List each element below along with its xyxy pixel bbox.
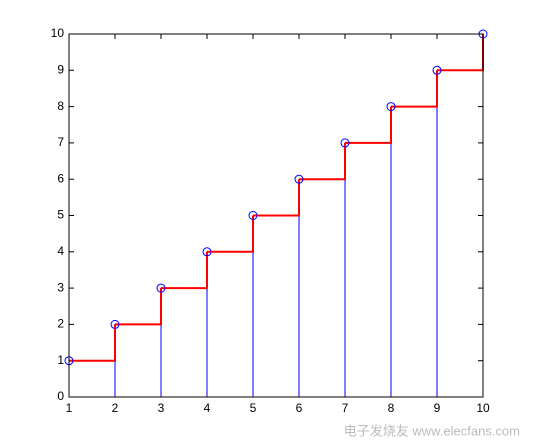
stair-step: [207, 215, 254, 253]
x-tick-label: 4: [204, 401, 211, 415]
stair-step: [391, 70, 438, 108]
stair-step: [345, 106, 392, 144]
watermark: 电子发烧友 www.elecfans.com: [344, 423, 520, 438]
y-tick-label: 4: [57, 244, 64, 258]
y-tick-label: 8: [57, 99, 64, 113]
x-tick-label: 3: [158, 401, 165, 415]
stem-marker: [110, 319, 120, 329]
x-tick-label: 5: [250, 401, 257, 415]
stem-marker: [294, 174, 304, 184]
x-tick-label: 8: [388, 401, 395, 415]
stem-marker: [248, 211, 258, 220]
stair-step: [253, 179, 300, 217]
stair-step: [115, 288, 162, 326]
y-tick-label: 5: [57, 208, 64, 222]
y-tick-label: 2: [57, 317, 64, 331]
stem-marker: [386, 102, 396, 112]
stem-marker: [202, 247, 212, 257]
x-tick-label: 2: [112, 401, 119, 415]
x-tick-label: 1: [66, 401, 73, 415]
y-tick-label: 10: [51, 26, 65, 40]
stem-marker: [156, 283, 166, 293]
x-tick-label: 7: [342, 401, 349, 415]
axes-box: [68, 33, 484, 398]
x-tick-label: 6: [296, 401, 303, 415]
y-tick-label: 7: [57, 135, 64, 149]
stem-marker: [340, 138, 350, 148]
stair-step: [69, 324, 116, 362]
stair-step: [299, 142, 346, 181]
y-tick-label: 0: [57, 389, 64, 403]
stem-marker: [432, 65, 442, 75]
x-tick-label: 10: [476, 401, 490, 415]
stair-step: [161, 251, 208, 290]
y-tick-label: 3: [57, 280, 64, 294]
y-tick-label: 9: [57, 62, 64, 76]
y-tick-label: 1: [57, 353, 64, 367]
x-tick-label: 9: [434, 401, 441, 415]
y-tick-label: 6: [57, 171, 64, 185]
